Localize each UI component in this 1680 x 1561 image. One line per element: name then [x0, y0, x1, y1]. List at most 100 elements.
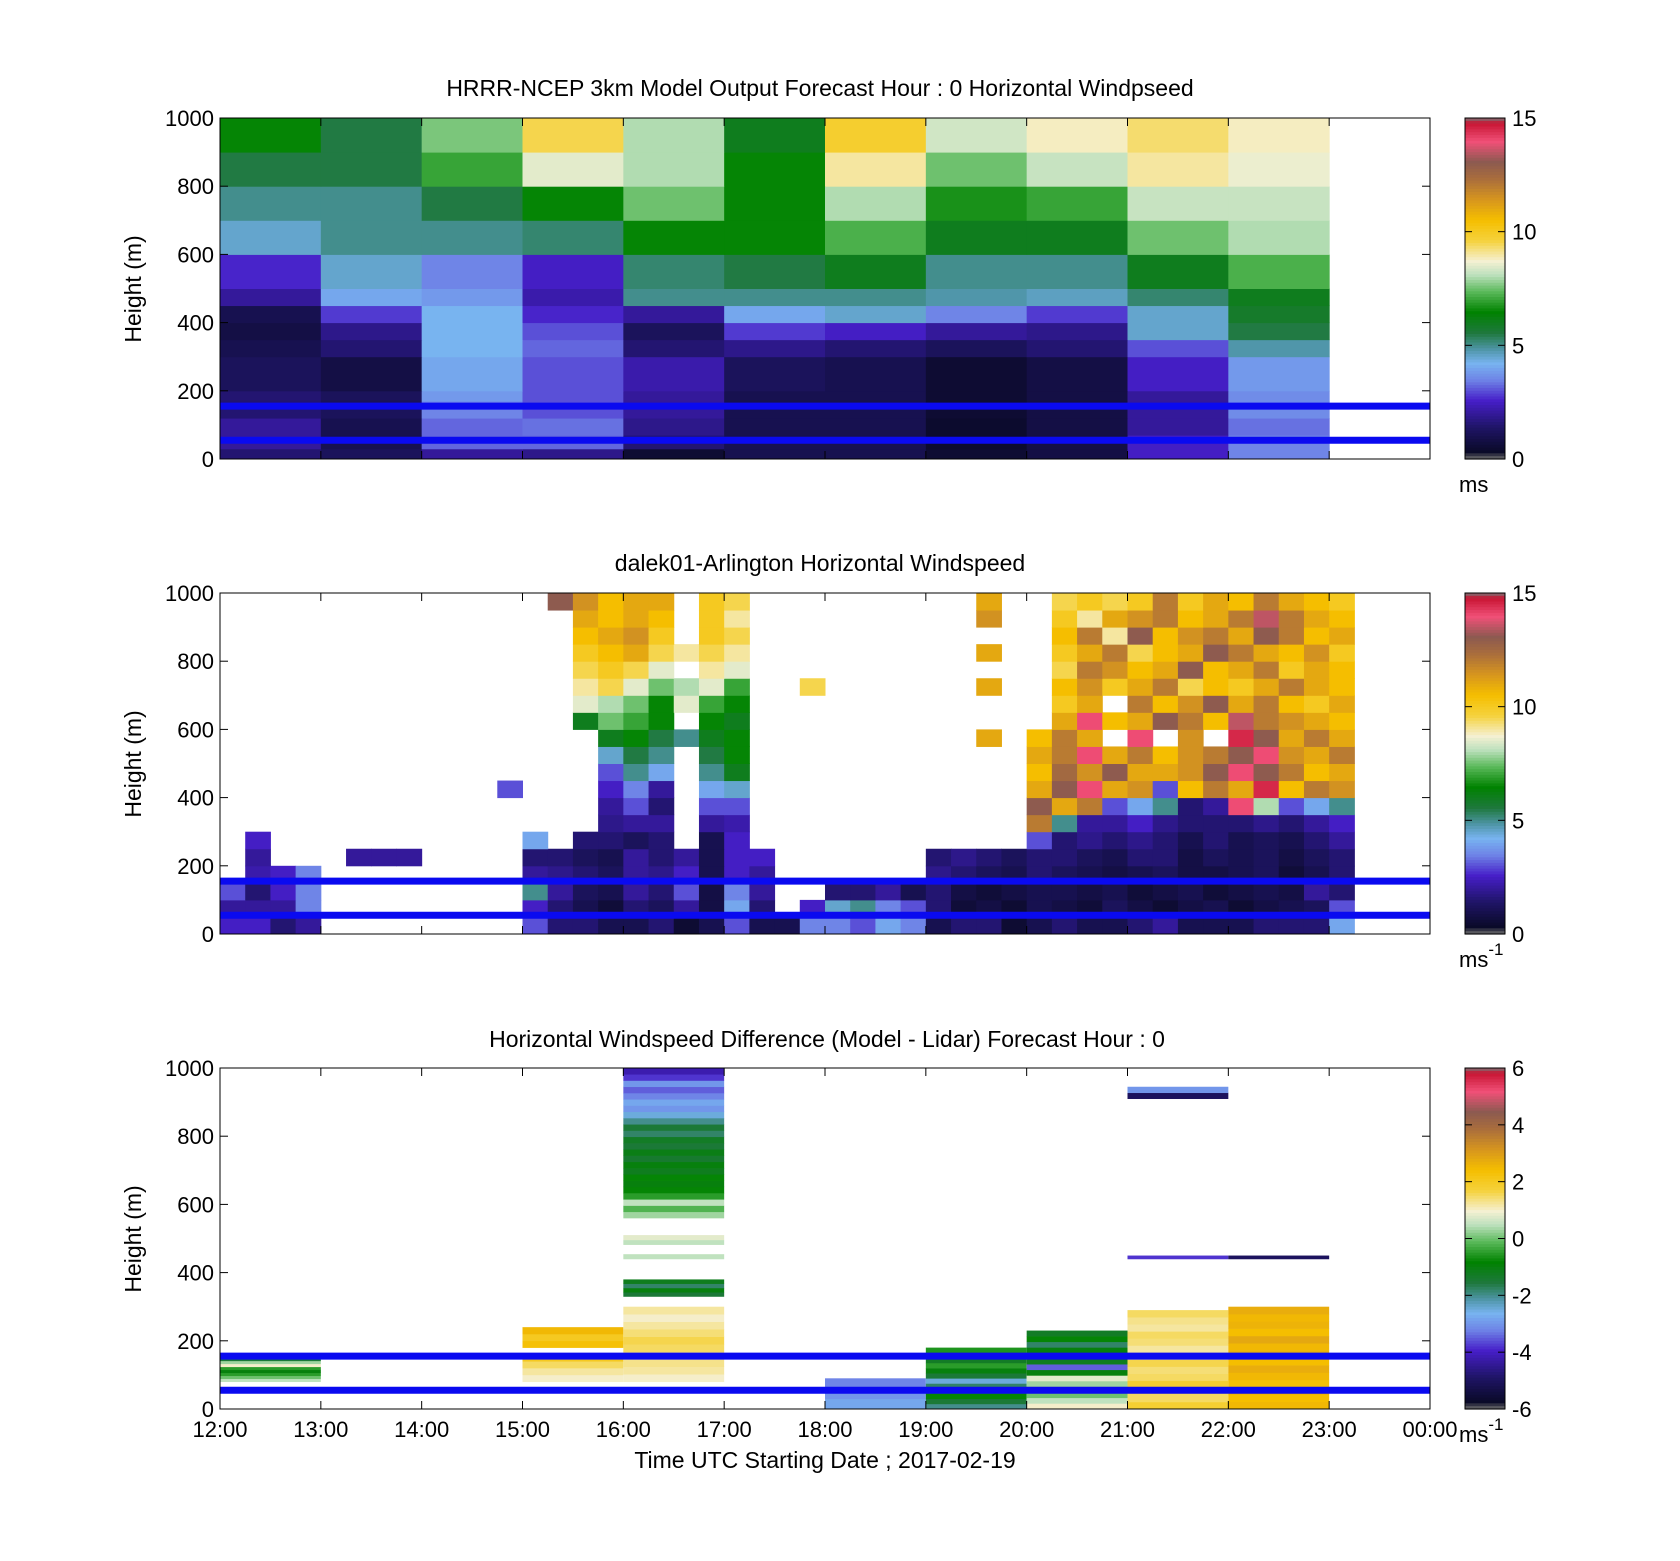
heatmap-cell	[1303, 593, 1330, 611]
heatmap-cell	[1102, 593, 1128, 611]
colorbar-swatch	[1465, 1235, 1505, 1240]
heatmap-cell	[1102, 661, 1128, 679]
heatmap-cell	[825, 882, 851, 901]
heatmap-cell	[220, 390, 322, 402]
heatmap-cell	[1127, 814, 1154, 833]
colorbar-swatch	[1465, 1346, 1505, 1350]
heatmap-cell	[698, 916, 725, 935]
y-tick-label: 200	[177, 854, 214, 879]
colorbar-swatch	[1465, 427, 1505, 432]
heatmap-cell	[220, 152, 322, 187]
colorbar-swatch	[1465, 919, 1505, 924]
heatmap-cell	[1077, 831, 1103, 850]
heatmap-cell	[673, 882, 700, 901]
colorbar-swatch	[1465, 678, 1505, 682]
colorbar-swatch	[1465, 1068, 1505, 1072]
colorbar-swatch	[1465, 638, 1505, 642]
colorbar-swatch	[1465, 208, 1505, 213]
colorbar-tick-label: 15	[1512, 106, 1536, 131]
colorbar-frame	[1464, 117, 1506, 460]
x-tick-label: 15:00	[495, 1417, 550, 1442]
colorbar-swatch	[1465, 220, 1505, 224]
colorbar-tick-label: -4	[1512, 1340, 1532, 1365]
colorbar-swatch	[1465, 808, 1505, 813]
colorbar-swatch	[1465, 1326, 1505, 1331]
colorbar-swatch	[1465, 191, 1505, 196]
colorbar-swatch	[1465, 439, 1505, 443]
heatmap-cell	[1102, 678, 1128, 696]
heatmap-cell	[724, 712, 750, 730]
colorbar-swatch	[1465, 345, 1505, 349]
heatmap-cell	[1152, 882, 1179, 901]
heatmap-cell	[1102, 831, 1128, 850]
colorbar-swatch	[1465, 646, 1505, 651]
heatmap-cell	[1329, 712, 1355, 730]
colorbar-swatch	[1465, 1397, 1505, 1402]
heatmap-cell	[1329, 763, 1355, 782]
heatmap-cell	[1228, 390, 1330, 402]
heatmap-cell	[825, 1388, 926, 1400]
heatmap-cell	[1303, 678, 1330, 696]
heatmap-cell	[1303, 831, 1330, 850]
heatmap-cell	[220, 1360, 321, 1365]
heatmap-cell	[1026, 1358, 1128, 1365]
heatmap-cell	[1026, 1364, 1128, 1371]
heatmap-cell	[1026, 186, 1128, 221]
heatmap-cell	[1228, 305, 1330, 324]
y-tick-label: 400	[177, 311, 214, 336]
heatmap-cell	[1228, 695, 1255, 713]
heatmap-cell	[1329, 848, 1355, 867]
colorbar-tick-label: -2	[1512, 1283, 1532, 1308]
heatmap-cell	[1127, 1345, 1229, 1353]
heatmap-cell	[1127, 1380, 1229, 1389]
colorbar-swatch	[1465, 1190, 1505, 1194]
heatmap-cell	[698, 712, 725, 730]
colorbar-swatch	[1465, 308, 1505, 312]
heatmap-cell	[925, 254, 1028, 289]
heatmap-cell	[1152, 848, 1179, 867]
heatmap-cell	[1253, 678, 1280, 696]
heatmap-cell	[1152, 678, 1179, 696]
heatmap-cell	[1253, 916, 1280, 935]
heatmap-cell	[1253, 746, 1280, 764]
heatmap-cell	[623, 220, 725, 255]
colorbar-swatch	[1465, 157, 1505, 162]
heatmap-cell	[522, 448, 624, 460]
colorbar-swatch	[1465, 871, 1505, 875]
heatmap-cell	[623, 1118, 725, 1125]
heatmap-cell	[1329, 627, 1355, 645]
colorbar-swatch	[1465, 806, 1505, 810]
heatmap-cell	[1051, 610, 1078, 628]
heatmap-cell	[1026, 305, 1128, 324]
colorbar-swatch	[1465, 419, 1505, 423]
heatmap-cell	[598, 848, 624, 867]
heatmap-cell	[1253, 661, 1280, 679]
heatmap-cell	[1329, 831, 1355, 850]
heatmap-cell	[900, 882, 927, 901]
colorbar-swatch	[1465, 1281, 1505, 1285]
panel-3-colorbar: -6 -4 -2 0 2 4 6 ms-1	[1459, 1056, 1532, 1447]
colorbar-swatch	[1465, 1158, 1505, 1163]
colorbar-swatch	[1465, 641, 1505, 645]
heatmap-cell	[1102, 814, 1128, 833]
colorbar-swatch	[1465, 814, 1505, 819]
heatmap-cell	[320, 152, 423, 187]
heatmap-cell	[1303, 882, 1330, 901]
colorbar-swatch	[1465, 294, 1505, 298]
heatmap-cell	[623, 610, 650, 628]
colorbar-swatch	[1465, 1249, 1505, 1254]
heatmap-cell	[1203, 763, 1229, 782]
colorbar-swatch	[1465, 845, 1505, 850]
heatmap-cell	[774, 916, 801, 935]
heatmap-cell	[623, 848, 650, 867]
colorbar-swatch	[1465, 706, 1505, 711]
heatmap-cell	[1051, 661, 1078, 679]
heatmap-cell	[1253, 814, 1280, 833]
colorbar-swatch	[1465, 865, 1505, 870]
heatmap-cell	[925, 220, 1028, 255]
colorbar-swatch	[1465, 661, 1505, 665]
heatmap-cell	[1177, 780, 1204, 799]
colorbar-swatch	[1465, 911, 1505, 915]
heatmap-cell	[1228, 729, 1255, 747]
